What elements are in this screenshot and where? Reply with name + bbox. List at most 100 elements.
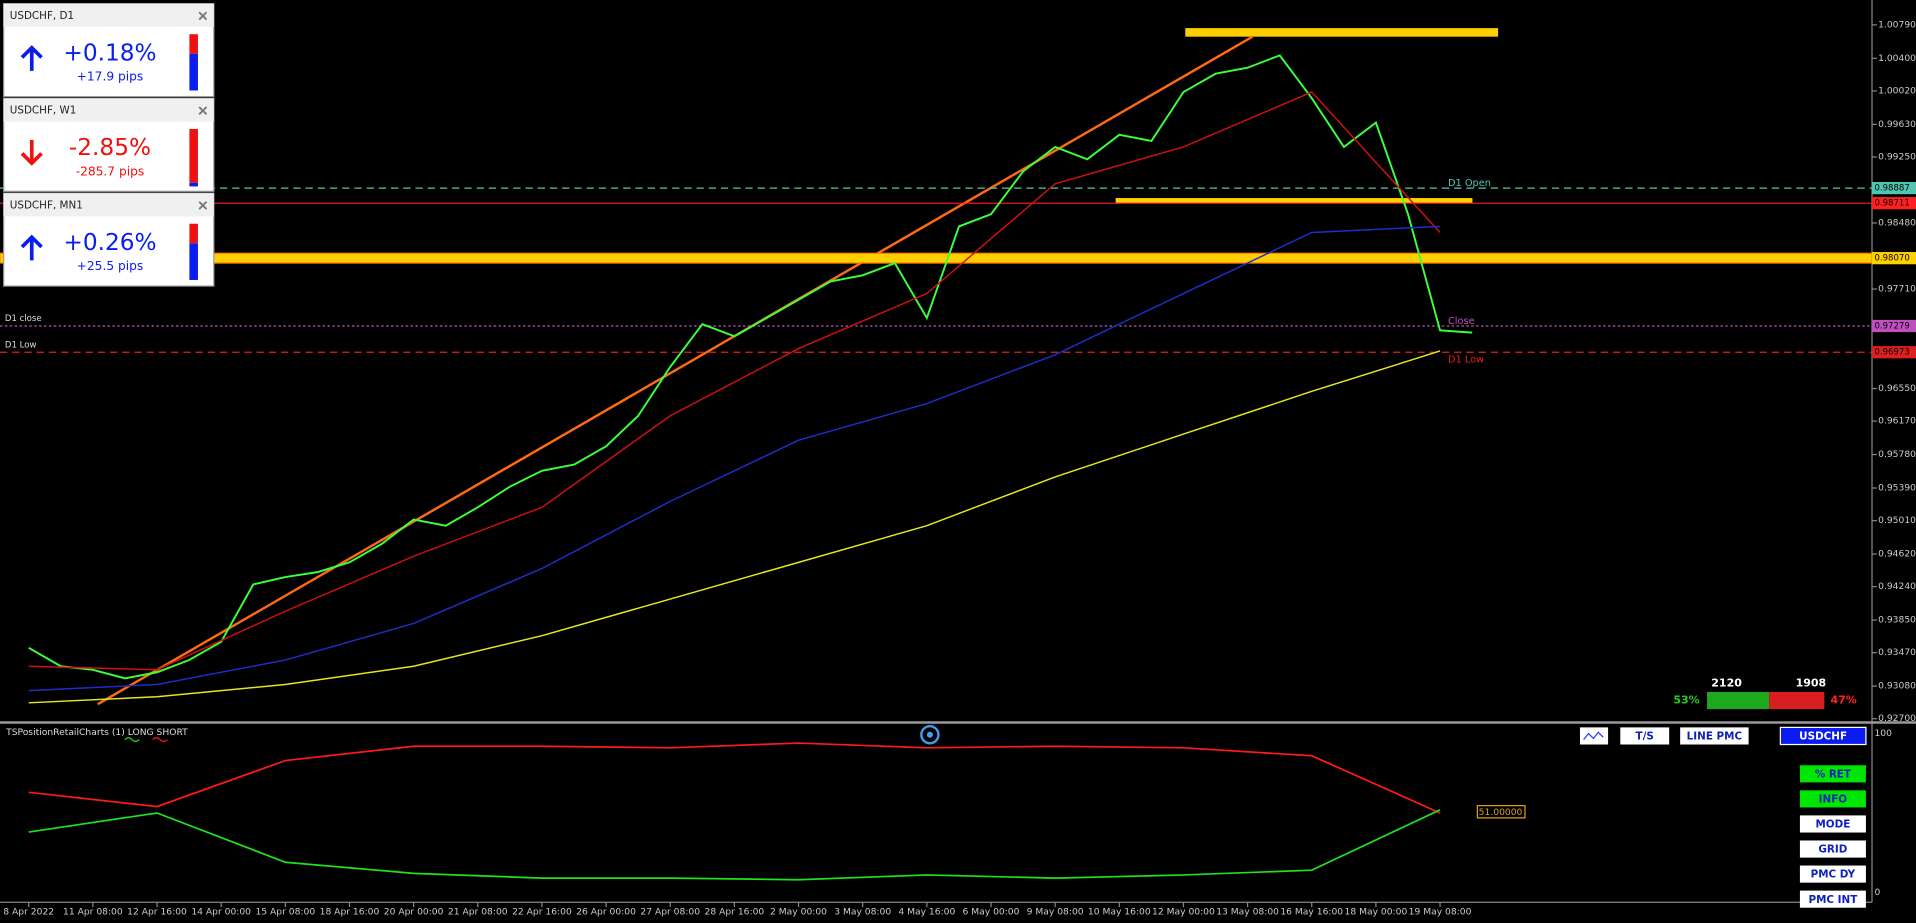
chart-type-button[interactable] <box>1579 727 1609 745</box>
toolbar-button[interactable] <box>1620 727 1670 745</box>
widget-title: USDCHF, D1 <box>10 10 74 22</box>
change-percent: -2.85% <box>69 134 151 161</box>
toolbar-button-label: T/S <box>1636 731 1654 743</box>
level-price-box <box>1872 346 1916 359</box>
direction-arrow <box>20 234 43 261</box>
level-price-box <box>1872 252 1916 265</box>
y-tick-label: 0.93470 <box>1878 647 1916 658</box>
level-tag: Close <box>1448 316 1475 327</box>
side-button-label: MODE <box>1815 819 1850 831</box>
side-button[interactable] <box>1799 840 1866 858</box>
y-tick-label: 0.99250 <box>1878 151 1916 162</box>
level-price-box <box>1872 197 1916 210</box>
x-tick-label: 28 Apr 16:00 <box>705 906 765 917</box>
x-tick-label: 10 May 16:00 <box>1088 906 1151 917</box>
short-percent: 47% <box>1830 694 1856 707</box>
y-tick-label: 0.95010 <box>1878 515 1916 526</box>
x-tick-label: 27 Apr 08:00 <box>640 906 700 917</box>
pane-tick-label: 100 <box>1874 728 1892 739</box>
y-tick-label: 0.93080 <box>1878 681 1916 692</box>
toolbar-button-label: LINE PMC <box>1687 731 1742 743</box>
level-price-box <box>1872 181 1916 195</box>
y-tick-label: 0.96170 <box>1878 416 1916 427</box>
level-tag: D1 Low <box>1448 355 1484 366</box>
range-bar-red <box>189 223 198 244</box>
level-price-box <box>1872 319 1916 333</box>
level-price-label: 0.98887 <box>1874 184 1909 194</box>
widget-close[interactable] <box>198 11 208 21</box>
range-bar-blue <box>189 182 198 187</box>
moving-average <box>28 225 1441 692</box>
y-tick-label: 0.96550 <box>1878 383 1916 394</box>
x-tick-label: 2 May 00:00 <box>770 906 827 917</box>
side-button-label: INFO <box>1819 794 1848 806</box>
side-button[interactable] <box>1799 765 1866 783</box>
direction-arrow <box>20 139 43 166</box>
level-price-label: 0.98711 <box>1874 199 1909 209</box>
widget-close[interactable] <box>198 106 208 115</box>
x-tick-label: 8 Apr 2022 <box>3 906 54 917</box>
toolbar-button[interactable] <box>1680 727 1749 745</box>
y-tick-label: 1.00790 <box>1878 19 1916 30</box>
direction-arrow <box>20 45 43 71</box>
x-tick-label: 26 Apr 00:00 <box>576 906 636 917</box>
change-percent: +0.18% <box>63 39 156 66</box>
toolbar-button[interactable] <box>1779 726 1867 746</box>
legend-swatch <box>152 737 168 743</box>
side-button-label: % RET <box>1815 768 1852 780</box>
x-tick-label: 3 May 08:00 <box>834 906 891 917</box>
indicator-line <box>28 809 1441 881</box>
price-line <box>28 54 1473 680</box>
y-tick-label: 0.92700 <box>1878 713 1916 724</box>
level-left-tag: D1 Low <box>5 340 37 350</box>
widget-header <box>3 193 214 217</box>
x-tick-label: 14 Apr 00:00 <box>191 906 251 917</box>
resistance-bar <box>1185 28 1499 37</box>
indicator-value: 51.00000 <box>1479 807 1523 818</box>
x-tick-label: 4 May 16:00 <box>898 906 955 917</box>
widget-close[interactable] <box>198 201 208 210</box>
side-button[interactable] <box>1799 815 1866 833</box>
range-bar-red <box>189 34 198 54</box>
range-bar-blue <box>189 243 198 280</box>
long-count: 2120 <box>1711 676 1742 689</box>
level-left-tag: D1 close <box>5 314 42 324</box>
change-pips: -285.7 pips <box>76 164 145 178</box>
x-tick-label: 12 May 00:00 <box>1152 906 1215 917</box>
indicator-line <box>28 742 1441 814</box>
moving-average <box>28 350 1441 704</box>
side-button-label: PMC DY <box>1811 869 1856 881</box>
x-tick-label: 12 Apr 16:00 <box>127 906 187 917</box>
toolbar-button-label: USDCHF <box>1799 731 1847 743</box>
level-price-label: 0.98070 <box>1874 254 1909 264</box>
widget-title: USDCHF, W1 <box>10 105 77 117</box>
pane-tick-label: 0 <box>1874 887 1880 898</box>
chart-type-icon <box>1583 731 1604 741</box>
scroll-icon[interactable] <box>920 724 940 745</box>
level-price-label: 0.97279 <box>1874 321 1909 331</box>
x-tick-label: 9 May 08:00 <box>1027 906 1084 917</box>
side-button[interactable] <box>1799 865 1866 883</box>
x-tick-label: 6 May 00:00 <box>963 906 1020 917</box>
support-bar <box>1115 198 1473 203</box>
y-tick-label: 1.00400 <box>1878 53 1916 64</box>
side-button[interactable] <box>1799 790 1866 808</box>
x-tick-label: 11 Apr 08:00 <box>63 906 123 917</box>
x-tick-label: 19 May 08:00 <box>1409 906 1472 917</box>
x-tick-label: 13 May 08:00 <box>1216 906 1279 917</box>
x-tick-label: 16 May 16:00 <box>1280 906 1343 917</box>
indicator-title: TSPositionRetailCharts (1) LONG SHORT <box>5 727 188 738</box>
change-pips: +25.5 pips <box>77 259 144 273</box>
level-price-label: 0.96973 <box>1874 348 1909 358</box>
side-button-label: GRID <box>1818 844 1847 856</box>
y-tick-label: 0.99630 <box>1878 119 1916 130</box>
side-button[interactable] <box>1799 890 1866 908</box>
y-tick-label: 0.95780 <box>1878 449 1916 460</box>
y-tick-label: 0.93850 <box>1878 615 1916 626</box>
widget-title: USDCHF, MN1 <box>10 199 83 211</box>
x-tick-label: 18 May 00:00 <box>1345 906 1408 917</box>
long-percent: 53% <box>1673 694 1699 707</box>
short-count: 1908 <box>1796 676 1827 689</box>
